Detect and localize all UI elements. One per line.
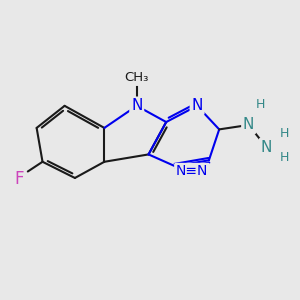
Text: N≡N: N≡N: [176, 164, 208, 178]
Text: N: N: [261, 140, 272, 154]
Text: H: H: [279, 151, 289, 164]
Text: F: F: [14, 170, 24, 188]
Text: H: H: [256, 98, 265, 111]
Text: N: N: [191, 98, 203, 113]
Text: N: N: [243, 118, 254, 133]
Text: N: N: [131, 98, 142, 113]
Text: H: H: [279, 127, 289, 140]
Text: CH₃: CH₃: [124, 71, 149, 84]
